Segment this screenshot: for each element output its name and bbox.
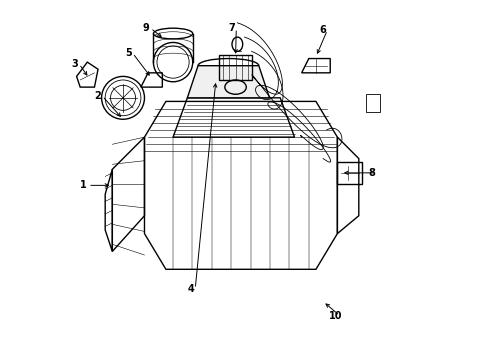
Bar	[337, 162, 362, 184]
Text: 7: 7	[228, 23, 235, 33]
Text: 3: 3	[71, 59, 78, 69]
Text: 5: 5	[125, 48, 131, 58]
Text: 8: 8	[367, 168, 374, 178]
Bar	[219, 55, 251, 80]
Bar	[365, 94, 380, 112]
Text: 6: 6	[319, 25, 326, 35]
Text: 10: 10	[328, 311, 342, 321]
Text: 4: 4	[187, 284, 194, 294]
Polygon shape	[187, 66, 269, 98]
Text: 1: 1	[80, 180, 87, 190]
Text: 2: 2	[95, 91, 101, 101]
Text: 9: 9	[142, 23, 149, 33]
